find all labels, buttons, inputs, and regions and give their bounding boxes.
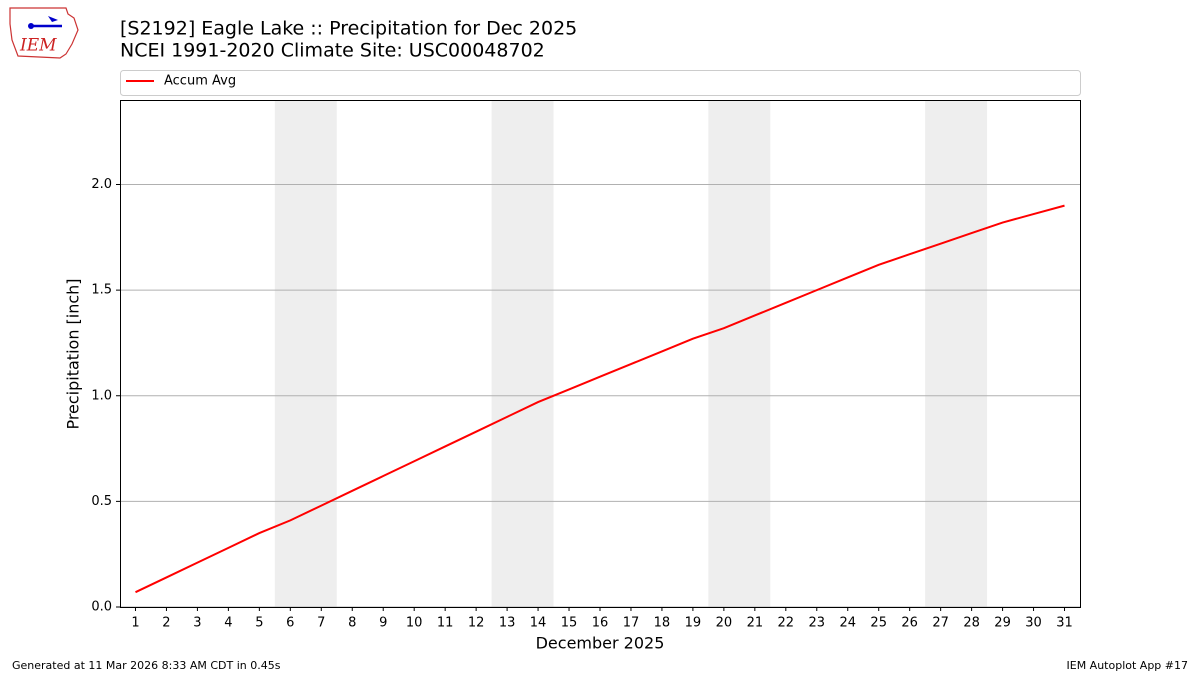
x-tick-label: 21 <box>747 616 764 631</box>
x-tick-label: 8 <box>348 616 356 631</box>
y-tick-label: 0.5 <box>91 494 112 509</box>
y-tick-label: 0.0 <box>91 600 112 615</box>
x-tick-label: 30 <box>1025 616 1042 631</box>
x-tick-label: 5 <box>255 616 263 631</box>
legend-box <box>120 70 1081 96</box>
footer-left: Generated at 11 Mar 2026 8:33 AM CDT in … <box>12 659 281 672</box>
x-tick-label: 27 <box>932 616 949 631</box>
x-tick-label: 20 <box>716 616 733 631</box>
logo-dot <box>28 23 34 29</box>
x-tick-label: 12 <box>468 616 485 631</box>
weekend-band <box>274 100 337 607</box>
x-tick-label: 31 <box>1056 616 1073 631</box>
footer-right: IEM Autoplot App #17 <box>1067 659 1189 672</box>
logo-flag <box>48 16 58 22</box>
logo-text: IEM <box>19 36 57 56</box>
weekend-band <box>925 100 988 607</box>
weekend-band <box>491 100 554 607</box>
series-line <box>135 204 1065 594</box>
x-tick-label: 1 <box>131 616 139 631</box>
x-tick-label: 9 <box>379 616 387 631</box>
x-tick-label: 7 <box>317 616 325 631</box>
y-axis-label: Precipitation [inch] <box>64 278 83 429</box>
x-tick-label: 4 <box>224 616 232 631</box>
x-tick-label: 22 <box>778 616 795 631</box>
y-tick-label: 1.5 <box>91 283 112 298</box>
x-tick-label: 18 <box>654 616 671 631</box>
x-tick-label: 19 <box>685 616 702 631</box>
chart-title: [S2192] Eagle Lake :: Precipitation for … <box>120 18 577 40</box>
x-tick-label: 16 <box>592 616 609 631</box>
chart-subtitle: NCEI 1991-2020 Climate Site: USC00048702 <box>120 40 545 62</box>
x-tick-label: 3 <box>193 616 201 631</box>
x-tick-label: 10 <box>406 616 423 631</box>
y-tick-label: 1.0 <box>91 388 112 403</box>
x-tick-label: 24 <box>839 616 856 631</box>
x-tick-label: 26 <box>901 616 918 631</box>
x-tick-label: 15 <box>561 616 578 631</box>
logo-outline <box>9 7 79 59</box>
x-tick-label: 14 <box>530 616 547 631</box>
x-tick-label: 17 <box>623 616 640 631</box>
x-tick-label: 28 <box>963 616 980 631</box>
x-tick-label: 23 <box>809 616 826 631</box>
logo: IEM <box>9 7 79 59</box>
x-tick-label: 13 <box>499 616 516 631</box>
weekend-band <box>708 100 771 607</box>
plot-area <box>120 100 1080 608</box>
x-tick-label: 2 <box>162 616 170 631</box>
x-tick-label: 25 <box>870 616 887 631</box>
x-tick-label: 29 <box>994 616 1011 631</box>
legend-label: Accum Avg <box>164 74 236 89</box>
x-axis-label: December 2025 <box>536 634 665 653</box>
y-tick-label: 2.0 <box>91 177 112 192</box>
x-tick-label: 11 <box>437 616 454 631</box>
x-tick-label: 6 <box>286 616 294 631</box>
